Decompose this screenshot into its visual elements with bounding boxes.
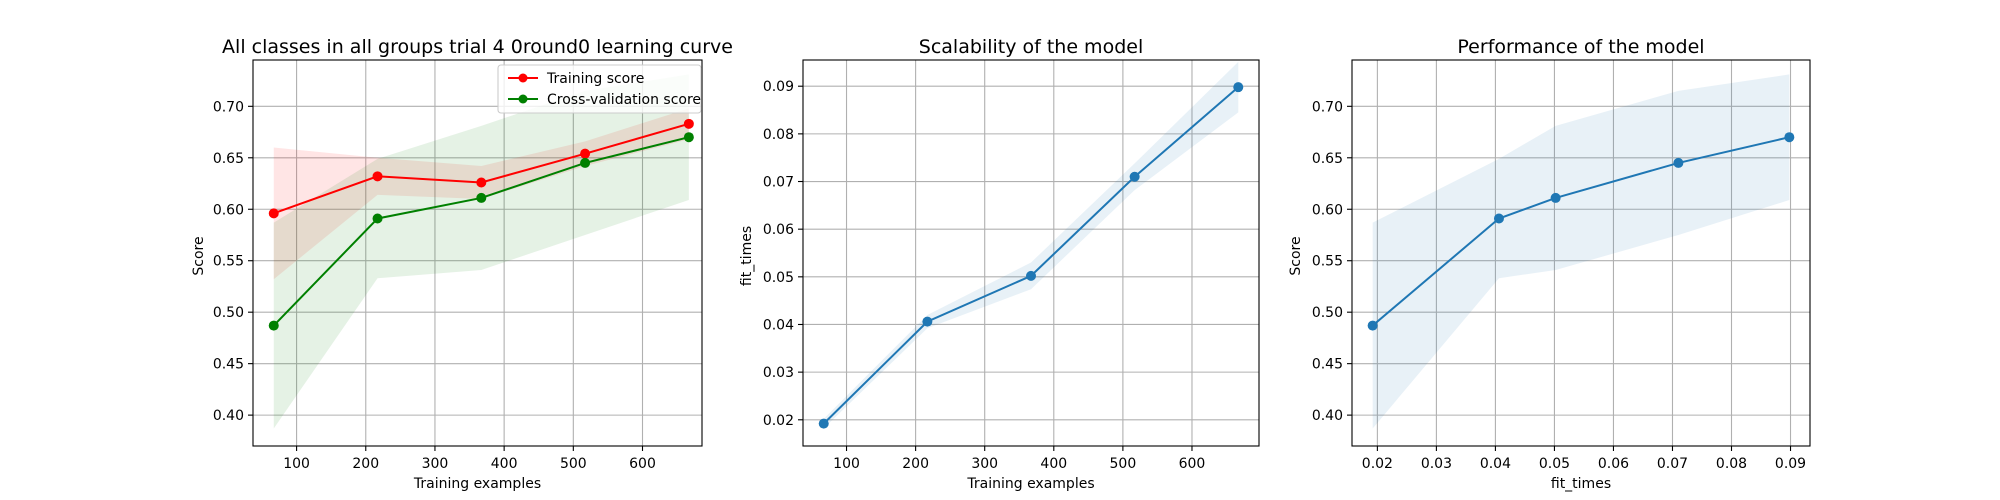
y-tick-label: 0.60 — [213, 202, 244, 218]
x-tick-label: 600 — [629, 456, 656, 472]
confidence-band-series-0 — [823, 61, 1239, 429]
y-tick-label: 0.06 — [763, 222, 794, 238]
confidence-band-series-0 — [1372, 74, 1790, 429]
x-tick-label: 0.07 — [1657, 456, 1688, 472]
legend-label-training: Training score — [546, 71, 644, 87]
data-point-series-0 — [818, 418, 829, 429]
data-point-series-0 — [1493, 213, 1504, 224]
x-tick-label: 200 — [352, 456, 379, 472]
data-point-series-0 — [1673, 157, 1684, 168]
data-point-series-0 — [372, 171, 383, 182]
y-tick-label: 0.07 — [763, 175, 794, 191]
ylabel-performance: Score — [1288, 236, 1304, 275]
y-tick-label: 0.09 — [763, 79, 794, 95]
data-point-series-0 — [268, 208, 279, 219]
legend-label-cross-validation: Cross-validation score — [547, 92, 701, 108]
y-tick-label: 0.70 — [1312, 99, 1343, 115]
data-point-series-0 — [476, 177, 487, 188]
y-tick-label: 0.50 — [1312, 305, 1343, 321]
y-tick-label: 0.02 — [763, 413, 794, 429]
subplot-learning-curve: All classes in all groups trial 4 0round… — [191, 36, 733, 492]
xlabel-learning-curve: Training examples — [413, 476, 541, 492]
x-tick-label: 0.09 — [1775, 456, 1806, 472]
x-tick-label: 200 — [902, 456, 929, 472]
x-tick-label: 100 — [833, 456, 860, 472]
data-point-series-0 — [1026, 270, 1036, 281]
data-point-series-1 — [580, 157, 591, 168]
title-learning-curve: All classes in all groups trial 4 0round… — [222, 36, 733, 58]
legend-marker-cross-validation — [518, 94, 528, 104]
data-point-series-0 — [1367, 320, 1378, 331]
confidence-band-series-1 — [273, 74, 689, 429]
y-tick-label: 0.40 — [213, 408, 244, 424]
data-point-series-1 — [683, 132, 694, 143]
y-tick-label: 0.70 — [213, 99, 244, 115]
x-tick-label: 0.02 — [1362, 456, 1393, 472]
y-tick-label: 0.60 — [1312, 202, 1343, 218]
legend-box — [497, 64, 702, 114]
x-tick-label: 400 — [1040, 456, 1067, 472]
data-point-series-0 — [1129, 171, 1140, 182]
y-tick-label: 0.65 — [1312, 151, 1343, 167]
axes-frame — [252, 59, 703, 447]
legend: Training score Cross-validation score — [497, 64, 702, 114]
x-tick-label: 600 — [1179, 456, 1206, 472]
y-tick-label: 0.05 — [763, 270, 794, 286]
data-point-series-1 — [476, 192, 487, 203]
y-tick-label: 0.45 — [1312, 357, 1343, 373]
y-tick-label: 0.50 — [213, 305, 244, 321]
x-tick-label: 300 — [971, 456, 998, 472]
ylabel-scalability: fit_times — [739, 226, 755, 286]
xlabel-scalability: Training examples — [966, 476, 1094, 492]
axes-frame — [802, 59, 1260, 447]
x-tick-label: 0.03 — [1421, 456, 1452, 472]
x-tick-label: 500 — [1110, 456, 1137, 472]
ylabel-learning-curve: Score — [191, 236, 207, 275]
subplot-scalability: Scalability of the model 100 200 300 400 500… — [739, 36, 1260, 492]
subplot-performance: Performance of the model 0.02 0.03 0.04 0.0… — [1288, 36, 1811, 492]
y-tick-label: 0.03 — [763, 365, 794, 381]
data-point-series-0 — [683, 118, 694, 129]
plot-area-learning-curve: 100 200 300 400 500 600 0.40 0.45 0.50 0.55 0.60 0.… — [213, 59, 703, 472]
data-point-series-1 — [372, 213, 383, 224]
y-tick-label: 0.45 — [213, 357, 244, 373]
xlabel-performance: fit_times — [1551, 476, 1611, 492]
x-tick-label: 400 — [491, 456, 518, 472]
y-tick-label: 0.65 — [213, 151, 244, 167]
axes-frame — [1351, 59, 1811, 447]
data-point-series-0 — [1550, 192, 1561, 203]
title-performance: Performance of the model — [1457, 36, 1704, 58]
x-tick-label: 0.05 — [1539, 456, 1570, 472]
data-point-series-0 — [922, 316, 933, 327]
data-point-series-0 — [1784, 132, 1795, 143]
y-tick-label: 0.55 — [213, 254, 244, 270]
x-tick-label: 0.08 — [1716, 456, 1747, 472]
plot-area-performance: 0.02 0.03 0.04 0.05 0.06 0.07 0.08 0.09 0.40 0.45… — [1312, 59, 1811, 472]
x-tick-label: 500 — [560, 456, 587, 472]
legend-marker-training — [518, 73, 528, 83]
data-point-series-0 — [1233, 82, 1244, 93]
x-tick-label: 300 — [422, 456, 449, 472]
data-point-series-0 — [580, 148, 591, 159]
y-tick-label: 0.40 — [1312, 408, 1343, 424]
data-point-series-1 — [268, 320, 279, 331]
x-tick-label: 0.04 — [1480, 456, 1511, 472]
y-tick-label: 0.04 — [763, 317, 794, 333]
plot-area-scalability: 100 200 300 400 500 600 0.02 0.03 0.04 0.05 0.06 0.… — [763, 59, 1260, 472]
x-tick-label: 100 — [283, 456, 310, 472]
x-tick-label: 0.06 — [1598, 456, 1629, 472]
y-tick-label: 0.55 — [1312, 254, 1343, 270]
y-tick-label: 0.08 — [763, 127, 794, 143]
title-scalability: Scalability of the model — [919, 36, 1143, 58]
